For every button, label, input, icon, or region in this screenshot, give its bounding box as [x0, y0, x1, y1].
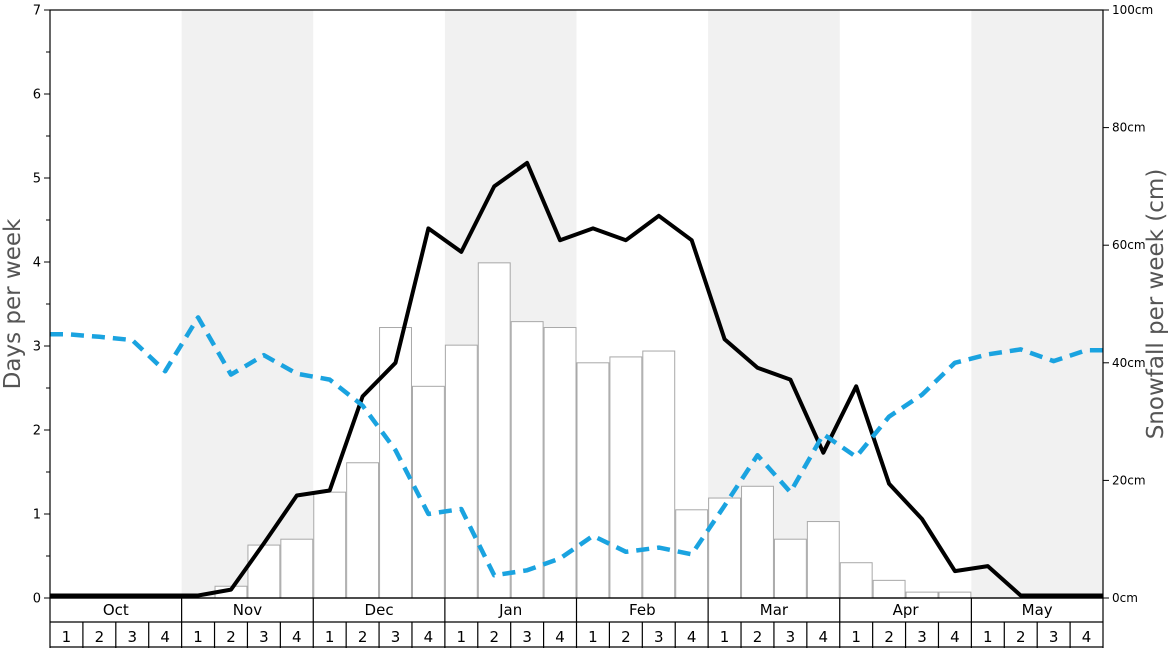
snowfall-bar	[379, 327, 412, 599]
right-axis-title: Snowfall per week (cm)	[1143, 169, 1168, 440]
week-label: 4	[819, 628, 829, 646]
left-tick-label: 7	[33, 4, 41, 19]
snowfall-bar	[675, 509, 709, 599]
left-tick-label: 6	[33, 88, 41, 103]
week-label: 2	[226, 628, 236, 646]
week-label: 3	[259, 628, 269, 646]
week-label: 4	[160, 628, 170, 646]
right-tick-label: 100cm	[1112, 3, 1153, 17]
snowfall-bar	[806, 521, 840, 599]
solid-series-line	[50, 160, 1103, 598]
snowfall-bar	[642, 350, 676, 599]
snowfall-bar	[346, 462, 380, 599]
week-label: 1	[193, 628, 203, 646]
snowfall-bar	[411, 385, 445, 599]
week-label: 3	[522, 628, 532, 646]
right-tick-label: 40cm	[1112, 356, 1146, 370]
week-label: 2	[1016, 628, 1026, 646]
left-tick-label: 0	[33, 592, 41, 607]
week-label: 4	[950, 628, 960, 646]
month-shade	[971, 10, 1103, 598]
month-label: Feb	[629, 601, 656, 619]
right-tick-label: 20cm	[1112, 473, 1146, 487]
snowfall-bar	[576, 362, 610, 599]
week-label: 4	[1082, 628, 1092, 646]
snowfall-bars	[214, 262, 972, 599]
left-tick-label: 3	[33, 340, 41, 355]
left-tick-label: 4	[33, 256, 41, 271]
snowfall-bar	[444, 344, 478, 599]
snowfall-bar	[280, 538, 314, 599]
month-label: Nov	[233, 601, 262, 619]
week-label: 4	[687, 628, 697, 646]
week-label: 2	[884, 628, 894, 646]
week-label: 4	[555, 628, 565, 646]
snowfall-bar	[708, 497, 742, 599]
snowfall-bar	[543, 327, 577, 599]
week-label: 2	[358, 628, 368, 646]
week-label: 1	[457, 628, 467, 646]
month-label: May	[1022, 601, 1053, 619]
right-tick-label: 60cm	[1112, 238, 1146, 252]
left-tick-label: 5	[33, 172, 41, 187]
month-label: Apr	[893, 601, 920, 619]
week-label: 1	[983, 628, 993, 646]
right-tick-label: 80cm	[1112, 121, 1146, 135]
month-label: Mar	[760, 601, 789, 619]
snowfall-bar	[839, 562, 873, 599]
week-label: 3	[127, 628, 137, 646]
week-label: 1	[325, 628, 335, 646]
month-label: Jan	[498, 601, 522, 619]
week-label: 3	[1049, 628, 1059, 646]
week-label: 2	[621, 628, 631, 646]
week-label: 1	[720, 628, 730, 646]
left-tick-label: 1	[33, 508, 41, 523]
week-label: 1	[588, 628, 598, 646]
week-label: 4	[424, 628, 434, 646]
series-lines	[50, 160, 1103, 598]
week-label: 1	[62, 628, 72, 646]
snowfall-bar	[872, 579, 906, 599]
week-label: 4	[292, 628, 302, 646]
snowfall-bar	[905, 591, 939, 599]
axes-layer: 0 1 2 3 4 5 6 7 0cm 20cm 40cm 60cm 80cm 100cm	[33, 3, 1153, 607]
month-shade	[181, 10, 314, 598]
dashed-series-line	[50, 315, 1103, 578]
snowfall-bar	[609, 356, 643, 599]
right-tick-label: 0cm	[1112, 591, 1138, 605]
snowfall-bar	[313, 491, 347, 599]
week-label: 3	[654, 628, 664, 646]
snowfall-bar	[773, 538, 807, 599]
snowfall-bar	[477, 262, 511, 599]
month-label: Dec	[365, 601, 394, 619]
snowfall-bar	[938, 591, 972, 599]
week-label: 2	[753, 628, 763, 646]
week-label: 2	[489, 628, 499, 646]
week-label: 3	[786, 628, 796, 646]
week-label: 2	[95, 628, 105, 646]
week-label: 3	[917, 628, 927, 646]
week-label: 3	[391, 628, 401, 646]
left-tick-label: 2	[33, 424, 41, 439]
snowfall-bar	[510, 321, 544, 599]
month-label: Oct	[103, 601, 129, 619]
snowfall-bar	[247, 544, 281, 599]
snowfall-bar	[741, 485, 774, 599]
left-axis-title: Days per week	[0, 218, 26, 389]
x-axis-table: Oct 1 2 3 4 Nov 1 2 3 4 Dec 1 2 3 4 Jan 1 2 3 4 Feb 1 2 3 4 Mar 1 2…	[49, 597, 1104, 648]
week-label: 1	[851, 628, 861, 646]
